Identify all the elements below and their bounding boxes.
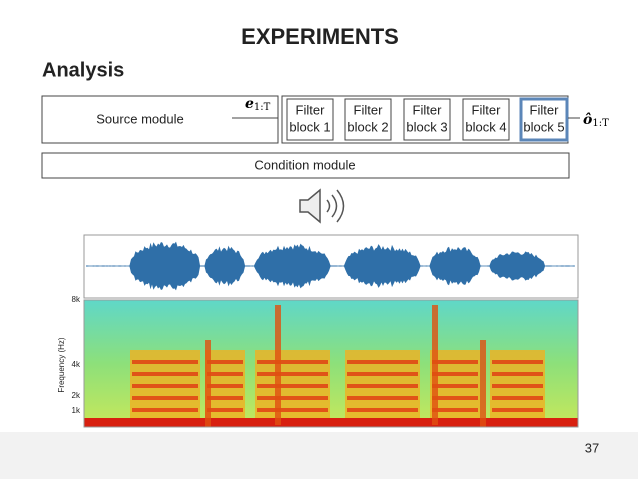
waveform bbox=[86, 241, 575, 291]
harmonic bbox=[432, 384, 478, 388]
spectrogram-frame bbox=[83, 299, 579, 428]
subscript: 1:T bbox=[254, 102, 271, 113]
tick-label: 4k bbox=[72, 360, 81, 369]
burst bbox=[205, 340, 211, 427]
filter-label: block 4 bbox=[465, 119, 506, 134]
harmonic bbox=[132, 372, 198, 376]
ticks: 8k 4k 2k 1k bbox=[72, 295, 81, 415]
harmonic bbox=[257, 396, 328, 400]
harmonic bbox=[432, 408, 478, 412]
harmonic bbox=[492, 396, 543, 400]
encoder-symbol: e1:T bbox=[245, 96, 271, 113]
harmonic bbox=[207, 396, 243, 400]
harmonic bbox=[132, 360, 198, 364]
source-label: Source module bbox=[96, 111, 183, 126]
harmonic bbox=[347, 384, 418, 388]
harmonic bbox=[347, 408, 418, 412]
harmonic bbox=[207, 384, 243, 388]
filter-box bbox=[403, 98, 451, 141]
harmonic bbox=[432, 372, 478, 376]
harmonic bbox=[347, 372, 418, 376]
filter-label: block 1 bbox=[289, 119, 330, 134]
condition-box bbox=[41, 152, 570, 179]
burst bbox=[480, 340, 486, 427]
tick-label: 1k bbox=[72, 406, 81, 415]
harmonic bbox=[257, 384, 328, 388]
source-box bbox=[41, 95, 279, 144]
harmonic bbox=[132, 384, 198, 388]
burst bbox=[432, 305, 438, 425]
output-symbol: ô1:T bbox=[583, 112, 609, 129]
filter-label: Filter bbox=[472, 102, 502, 117]
speaker-icon bbox=[299, 188, 345, 224]
harmonic bbox=[257, 372, 328, 376]
symbol: ô bbox=[583, 112, 592, 128]
harmonic bbox=[492, 360, 543, 364]
harmonic bbox=[492, 384, 543, 388]
subscript: 1:T bbox=[592, 118, 609, 129]
harmonic bbox=[347, 360, 418, 364]
condition-label: Condition module bbox=[254, 157, 355, 172]
harmonic bbox=[257, 360, 328, 364]
harmonic bbox=[347, 396, 418, 400]
harmonic bbox=[432, 396, 478, 400]
symbol: e bbox=[245, 96, 254, 112]
tick-label: 2k bbox=[72, 391, 81, 400]
floor bbox=[84, 418, 578, 427]
filter-label: block 5 bbox=[523, 119, 564, 134]
filter-box bbox=[344, 98, 392, 141]
spectrogram bbox=[84, 300, 578, 427]
harmonic bbox=[432, 360, 478, 364]
filter-label: block 3 bbox=[406, 119, 447, 134]
harmonic bbox=[492, 372, 543, 376]
filter-box bbox=[286, 98, 334, 141]
y-axis-label: Frequency (Hz) bbox=[57, 337, 66, 392]
harmonic bbox=[132, 396, 198, 400]
filter-label: Filter bbox=[296, 102, 326, 117]
harmonic bbox=[207, 408, 243, 412]
burst bbox=[275, 305, 281, 425]
slide-title: EXPERIMENTS bbox=[241, 24, 399, 49]
harmonic bbox=[207, 360, 243, 364]
filter-label: Filter bbox=[354, 102, 384, 117]
filter-box bbox=[462, 98, 510, 141]
filters: Filter block 1 Filter block 2 Filter block 3 F… bbox=[286, 97, 569, 142]
filter-label: block 2 bbox=[347, 119, 388, 134]
harmonic bbox=[132, 408, 198, 412]
harmonic bbox=[492, 408, 543, 412]
footer-band bbox=[0, 432, 638, 479]
page-number: 37 bbox=[585, 440, 599, 455]
filter-box bbox=[519, 97, 569, 142]
filter-label: Filter bbox=[530, 102, 560, 117]
section-title: Analysis bbox=[42, 59, 124, 81]
tick-label: 8k bbox=[72, 295, 81, 304]
filter-label: Filter bbox=[413, 102, 443, 117]
harmonic bbox=[257, 408, 328, 412]
harmonic bbox=[207, 372, 243, 376]
